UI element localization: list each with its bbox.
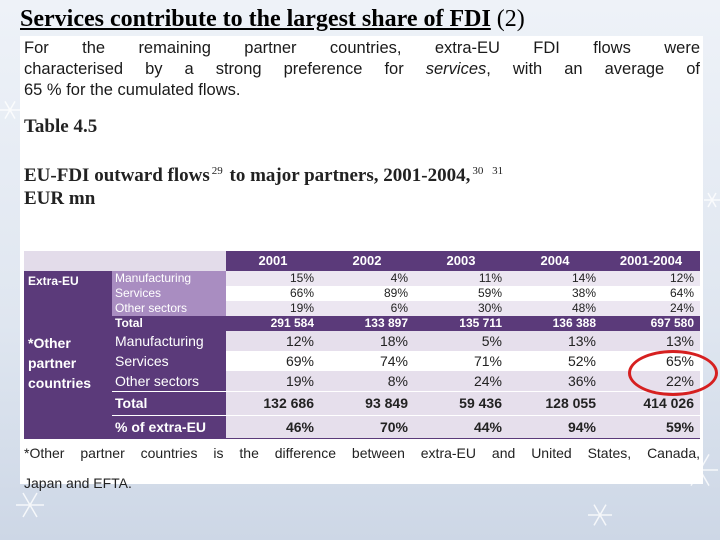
document-panel: For the remaining partner countries, ext… xyxy=(20,36,703,491)
column-header-2004: 2004 xyxy=(508,251,602,271)
intro-line-1: For the remaining partner countries, ext… xyxy=(24,39,700,57)
column-header-2001-2004: 2001-2004 xyxy=(602,251,700,271)
table-row: Services 66% 89% 59% 38% 64% xyxy=(112,286,700,301)
table-row-total: Total 291 584 133 897 135 711 136 388 69… xyxy=(112,316,700,331)
table-cell: 38% xyxy=(571,286,596,300)
table-cell: 12% xyxy=(285,333,314,349)
table-cell: 12% xyxy=(669,271,694,285)
table-cell: 46% xyxy=(285,419,314,435)
table-cell: 65% xyxy=(665,353,694,369)
table-cell: 13% xyxy=(665,333,694,349)
table-cell: 414 026 xyxy=(643,395,694,411)
table-row: Other sectors 19% 6% 30% 48% 24% xyxy=(112,301,700,316)
intro-line-2-post: , with an average of xyxy=(486,60,700,78)
table-row: Manufacturing 15% 4% 11% 14% 12% xyxy=(112,271,700,286)
row-label: Other sectors xyxy=(112,301,226,316)
row-label: % of extra-EU xyxy=(112,416,226,439)
table-cell: 71% xyxy=(473,353,502,369)
table-cell: 8% xyxy=(387,373,408,389)
table-caption: EU-FDI outward flows 29 to major partners… xyxy=(24,160,684,210)
row-label: Total xyxy=(112,392,226,415)
slide-title-main: Services contribute to the largest share… xyxy=(20,6,491,32)
intro-paragraph: For the remaining partner countries, ext… xyxy=(24,38,700,101)
table-row: Manufacturing 12% 18% 5% 13% 13% xyxy=(112,331,700,351)
table-cell: 30% xyxy=(477,301,502,315)
table-cell: 24% xyxy=(473,373,502,389)
row-label: Services xyxy=(112,286,226,301)
slide-title: Services contribute to the largest share… xyxy=(20,4,710,34)
table-cell: 133 897 xyxy=(364,316,408,330)
table-cell: 291 584 xyxy=(270,316,314,330)
table-cell: 44% xyxy=(473,419,502,435)
table-row-total: Total 132 686 93 849 59 436 128 055 414 … xyxy=(112,392,700,415)
table-row-share: % of extra-EU 46% 70% 44% 94% 59% xyxy=(112,416,700,439)
table-row: Services 69% 74% 71% 52% 65% xyxy=(112,351,700,371)
table-cell: 128 055 xyxy=(545,395,596,411)
table-cell: 52% xyxy=(567,353,596,369)
table-cell: 93 849 xyxy=(365,395,408,411)
table-cell: 24% xyxy=(669,301,694,315)
table-cell: 59 436 xyxy=(459,395,502,411)
table-footnote: *Other partner countries is the differen… xyxy=(24,438,700,498)
footnote-line-1: *Other partner countries is the differen… xyxy=(24,445,700,461)
table-cell: 69% xyxy=(285,353,314,369)
table-cell: 22% xyxy=(665,373,694,389)
section-label-extra-eu: Extra-EU xyxy=(24,271,112,331)
table-cell: 18% xyxy=(379,333,408,349)
caption-footnote-30: 30 xyxy=(472,165,484,177)
table-cell: 19% xyxy=(289,301,314,315)
intro-line-2-emphasis: services xyxy=(425,60,487,78)
table-cell: 59% xyxy=(477,286,502,300)
table-number: Table 4.5 xyxy=(24,116,98,137)
table-cell: 6% xyxy=(390,301,408,315)
column-header-2001: 2001 xyxy=(226,251,320,271)
table-cell: 36% xyxy=(567,373,596,389)
table-cell: 4% xyxy=(390,271,408,285)
table-cell: 94% xyxy=(567,419,596,435)
table-cell: 15% xyxy=(289,271,314,285)
table-cell: 64% xyxy=(669,286,694,300)
table-row: Other sectors 19% 8% 24% 36% 22% xyxy=(112,371,700,391)
row-label: Manufacturing xyxy=(112,271,226,286)
table-cell: 48% xyxy=(571,301,596,315)
table-cell: 132 686 xyxy=(263,395,314,411)
row-label: Services xyxy=(112,351,226,371)
table-cell: 70% xyxy=(379,419,408,435)
row-label: Total xyxy=(115,316,143,330)
table-cell: 14% xyxy=(571,271,596,285)
section-label-line: *Other xyxy=(28,335,71,351)
row-label: Manufacturing xyxy=(112,331,226,351)
intro-line-3: 65 % for the cumulated flows. xyxy=(24,81,241,99)
footnote-line-2: Japan and EFTA. xyxy=(24,475,132,491)
column-header-2003: 2003 xyxy=(414,251,508,271)
table-cell: 89% xyxy=(383,286,408,300)
row-label: Other sectors xyxy=(112,371,226,391)
slide-title-suffix: (2) xyxy=(490,6,525,32)
table-cell: 5% xyxy=(481,333,502,349)
table-cell: 135 711 xyxy=(459,316,502,330)
table-cell: 13% xyxy=(567,333,596,349)
table-cell: 19% xyxy=(285,373,314,389)
section-label-line: countries xyxy=(28,375,92,391)
table-header-blank xyxy=(24,251,226,271)
table-cell: 59% xyxy=(665,419,694,435)
caption-footnote-29: 29 xyxy=(211,165,223,177)
table-bottom-rule xyxy=(24,438,700,439)
table-cell: 66% xyxy=(289,286,314,300)
caption-part-3: EUR mn xyxy=(24,188,96,209)
column-header-2002: 2002 xyxy=(320,251,414,271)
table-cell: 74% xyxy=(379,353,408,369)
table-cell: 136 388 xyxy=(552,316,596,330)
table-cell: 11% xyxy=(478,271,502,285)
table-cell: 697 580 xyxy=(650,316,694,330)
section-label-other-partners: *Other partner countries xyxy=(24,331,112,438)
caption-footnote-31: 31 xyxy=(492,165,504,177)
caption-part-1: EU-FDI outward flows xyxy=(24,165,210,186)
section-label-line: partner xyxy=(28,355,77,371)
intro-line-2-pre: characterised by a strong preference for xyxy=(24,60,426,78)
caption-part-2: to major partners, 2001-2004, xyxy=(224,165,471,186)
